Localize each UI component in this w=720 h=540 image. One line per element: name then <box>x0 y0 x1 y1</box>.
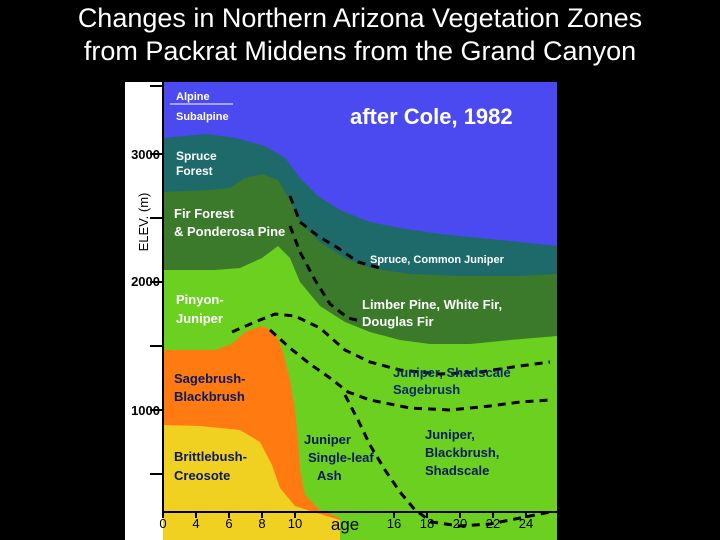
x-tick-label: 24 <box>519 516 533 531</box>
x-tick-label: 10 <box>288 516 302 531</box>
credit-label: after Cole, 1982 <box>350 104 513 129</box>
dashed-boundary-fir-lower <box>288 225 366 324</box>
slide-title-line-2: from Packrat Middens from the Grand Cany… <box>83 36 637 66</box>
x-tick-label: 6 <box>225 516 232 531</box>
x-tick-label: 18 <box>420 516 434 531</box>
x-tick-label: 22 <box>486 516 500 531</box>
slide-title-line-1: Changes in Northern Arizona Vegetation Z… <box>77 3 643 33</box>
zone-label-spruce-forest: Spruce Forest <box>176 149 220 178</box>
x-tick-label: 20 <box>453 516 467 531</box>
dashed-boundary-fir-upper <box>288 195 381 270</box>
x-tick-label: 4 <box>192 516 199 531</box>
zone-label-pinyon-juniper: Pinyon- Juniper <box>176 292 227 326</box>
zone-label-limber-pine: Limber Pine, White Fir, Douglas Fir <box>362 297 506 329</box>
x-tick-label: 8 <box>258 516 265 531</box>
zone-label-subalpine: Subalpine <box>176 111 229 123</box>
y-axis-label: ELEV. (m) <box>136 193 151 252</box>
dashed-boundary-juniper-ash <box>343 394 551 528</box>
zone-label-brittlebush-creosote: Brittlebush- Creosote <box>174 449 251 483</box>
zone-label-juniper-blackbrush-shadscale: Juniper, Blackbrush, Shadscale <box>425 427 503 478</box>
y-tick-label-1000: 1000 <box>131 403 160 418</box>
y-tick-label-3000: 3000 <box>131 147 160 162</box>
zone-label-alpine: Alpine <box>176 91 210 103</box>
dashed-boundary-sagebrush <box>268 328 551 412</box>
zone-label-juniper-shadscale-sagebrush: Juniper, Shadscale Sagebrush <box>393 365 514 397</box>
zone-label-spruce-common-juniper: Spruce, Common Juniper <box>370 254 505 266</box>
zone-label-sagebrush-blackbrush: Sagebrush- Blackbrush <box>174 371 249 404</box>
x-tick-label: 16 <box>387 516 401 531</box>
zone-label-juniper-single-leaf-ash: Juniper Single-leaf Ash <box>304 432 377 483</box>
zone-label-fir-forest: Fir Forest & Ponderosa Pine <box>174 206 285 239</box>
y-tick-label-2000: 2000 <box>131 274 160 289</box>
dashed-boundary-pinyon <box>231 312 551 376</box>
x-axis-label: age <box>331 515 359 534</box>
x-tick-label: 0 <box>159 516 166 531</box>
slide-title: Changes in Northern Arizona Vegetation Z… <box>0 2 720 68</box>
